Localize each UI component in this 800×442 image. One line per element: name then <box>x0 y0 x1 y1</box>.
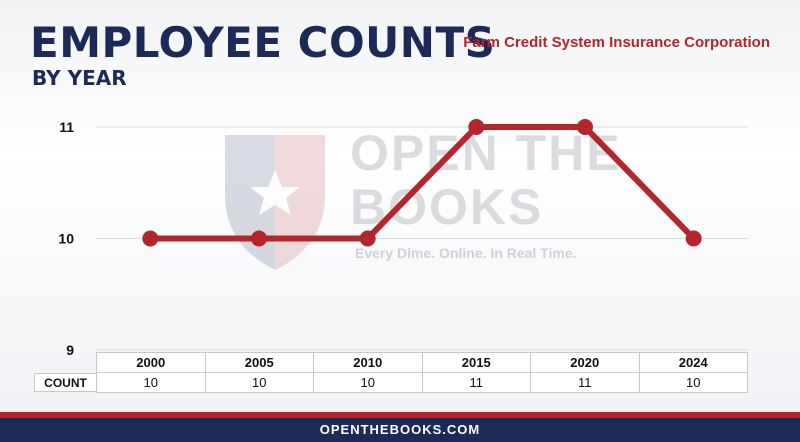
data-point <box>577 119 593 135</box>
data-point <box>685 230 702 247</box>
footer-stripe <box>0 412 800 418</box>
data-label: 10 <box>204 372 314 393</box>
chart-title: EMPLOYEE COUNTS <box>30 18 496 67</box>
data-label: 11 <box>530 372 640 393</box>
footer-link[interactable]: OPENTHEBOOKS.COM <box>0 418 800 442</box>
data-label: 10 <box>96 372 206 393</box>
x-tick-label: 2000 <box>96 352 206 373</box>
watermark-line1: OPEN THE <box>350 125 622 181</box>
y-tick-label: 10 <box>58 231 74 247</box>
watermark-tagline: Every Dime. Online. In Real Time. <box>355 245 577 261</box>
y-tick-label: 9 <box>66 342 74 358</box>
data-label: 10 <box>313 372 423 393</box>
x-tick-label: 2024 <box>638 352 748 373</box>
data-point <box>251 230 267 247</box>
series-line <box>147 124 697 242</box>
table-row-label: COUNT <box>34 373 96 392</box>
data-point <box>359 230 376 247</box>
data-point <box>142 230 159 247</box>
agency-name: Farm Credit System Insurance Corporation <box>463 34 770 51</box>
x-tick-label: 2020 <box>530 352 640 373</box>
data-label: 11 <box>421 372 531 393</box>
data-label: 10 <box>638 372 748 393</box>
y-tick-label: 11 <box>59 119 74 135</box>
data-point <box>468 119 485 135</box>
x-tick-label: 2005 <box>204 352 314 373</box>
table-row: 10 10 10 11 11 10 <box>96 372 748 393</box>
chart-subtitle: BY YEAR <box>32 66 127 90</box>
table-header-row: 2000 2005 2010 2015 2020 2024 <box>96 352 748 373</box>
x-tick-label: 2010 <box>313 352 423 373</box>
x-tick-label: 2015 <box>421 352 531 373</box>
data-table: 2000 2005 2010 2015 2020 2024 10 10 10 11 11 10 <box>96 352 748 393</box>
